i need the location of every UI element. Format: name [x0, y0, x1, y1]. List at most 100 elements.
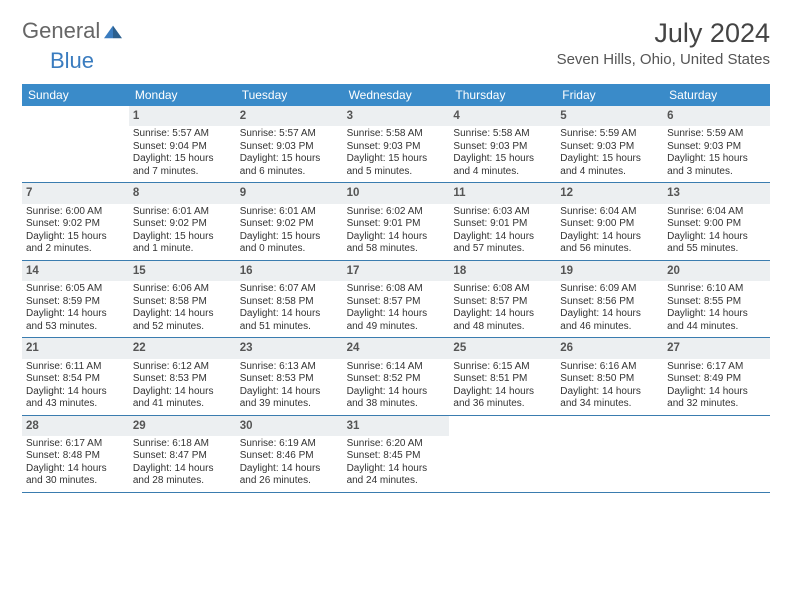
calendar-body: 1Sunrise: 5:57 AMSunset: 9:04 PMDaylight…: [22, 106, 770, 493]
sunset-text: Sunset: 9:02 PM: [133, 218, 232, 231]
calendar-cell: [449, 416, 556, 492]
date-number: 6: [663, 106, 770, 126]
sunset-text: Sunset: 8:50 PM: [560, 373, 659, 386]
calendar-row: 7Sunrise: 6:00 AMSunset: 9:02 PMDaylight…: [22, 183, 770, 260]
daylight-text: Daylight: 15 hours and 4 minutes.: [560, 153, 659, 178]
calendar-cell: 23Sunrise: 6:13 AMSunset: 8:53 PMDayligh…: [236, 338, 343, 414]
daylight-text: Daylight: 14 hours and 55 minutes.: [667, 231, 766, 256]
calendar-cell: 28Sunrise: 6:17 AMSunset: 8:48 PMDayligh…: [22, 416, 129, 492]
sunrise-text: Sunrise: 5:58 AM: [453, 128, 552, 141]
date-number: 25: [449, 338, 556, 358]
date-number: 12: [556, 183, 663, 203]
sunrise-text: Sunrise: 6:09 AM: [560, 283, 659, 296]
sunrise-text: Sunrise: 6:01 AM: [133, 206, 232, 219]
daylight-text: Daylight: 14 hours and 52 minutes.: [133, 308, 232, 333]
date-number: 20: [663, 261, 770, 281]
brand-logo: General: [22, 18, 126, 44]
sunrise-text: Sunrise: 6:11 AM: [26, 361, 125, 374]
sunset-text: Sunset: 8:46 PM: [240, 450, 339, 463]
sunset-text: Sunset: 8:58 PM: [240, 296, 339, 309]
daylight-text: Daylight: 15 hours and 7 minutes.: [133, 153, 232, 178]
date-number: 8: [129, 183, 236, 203]
calendar-cell: 12Sunrise: 6:04 AMSunset: 9:00 PMDayligh…: [556, 183, 663, 259]
date-number: 19: [556, 261, 663, 281]
calendar-row: 1Sunrise: 5:57 AMSunset: 9:04 PMDaylight…: [22, 106, 770, 183]
sunrise-text: Sunrise: 6:10 AM: [667, 283, 766, 296]
month-title: July 2024: [557, 18, 770, 49]
sunrise-text: Sunrise: 6:08 AM: [453, 283, 552, 296]
title-block: July 2024 Seven Hills, Ohio, United Stat…: [557, 18, 770, 68]
calendar-cell: 9Sunrise: 6:01 AMSunset: 9:02 PMDaylight…: [236, 183, 343, 259]
date-number: 14: [22, 261, 129, 281]
sunrise-text: Sunrise: 6:14 AM: [347, 361, 446, 374]
sunrise-text: Sunrise: 6:17 AM: [667, 361, 766, 374]
calendar-cell: 11Sunrise: 6:03 AMSunset: 9:01 PMDayligh…: [449, 183, 556, 259]
sunrise-text: Sunrise: 6:05 AM: [26, 283, 125, 296]
daylight-text: Daylight: 15 hours and 1 minute.: [133, 231, 232, 256]
calendar-cell: 16Sunrise: 6:07 AMSunset: 8:58 PMDayligh…: [236, 261, 343, 337]
date-number: 23: [236, 338, 343, 358]
sunrise-text: Sunrise: 6:06 AM: [133, 283, 232, 296]
daylight-text: Daylight: 15 hours and 5 minutes.: [347, 153, 446, 178]
date-number: 31: [343, 416, 450, 436]
calendar: SundayMondayTuesdayWednesdayThursdayFrid…: [22, 84, 770, 493]
date-number: 28: [22, 416, 129, 436]
sunset-text: Sunset: 9:03 PM: [560, 141, 659, 154]
daylight-text: Daylight: 15 hours and 4 minutes.: [453, 153, 552, 178]
calendar-cell: 27 Sunrise: 6:17 AMSunset: 8:49 PMDayligh…: [663, 338, 770, 414]
date-number: 4: [449, 106, 556, 126]
calendar-cell: [22, 106, 129, 182]
calendar-row: 28Sunrise: 6:17 AMSunset: 8:48 PMDayligh…: [22, 416, 770, 493]
sunset-text: Sunset: 9:03 PM: [453, 141, 552, 154]
calendar-row: 21Sunrise: 6:11 AMSunset: 8:54 PMDayligh…: [22, 338, 770, 415]
date-number: 26: [556, 338, 663, 358]
daylight-text: Daylight: 14 hours and 57 minutes.: [453, 231, 552, 256]
day-header-row: SundayMondayTuesdayWednesdayThursdayFrid…: [22, 84, 770, 106]
brand-blue: Blue: [50, 48, 94, 73]
sunrise-text: Sunrise: 6:00 AM: [26, 206, 125, 219]
calendar-cell: 17 Sunrise: 6:08 AMSunset: 8:57 PMDayligh…: [343, 261, 450, 337]
sunset-text: Sunset: 8:49 PM: [667, 373, 766, 386]
day-header: Friday: [556, 84, 663, 106]
date-number: 24: [343, 338, 450, 358]
sunset-text: Sunset: 8:56 PM: [560, 296, 659, 309]
logo-triangle-icon: [102, 22, 124, 40]
sunrise-text: Sunrise: 6:18 AM: [133, 438, 232, 451]
calendar-cell: [663, 416, 770, 492]
daylight-text: Daylight: 15 hours and 6 minutes.: [240, 153, 339, 178]
calendar-cell: 3Sunrise: 5:58 AMSunset: 9:03 PMDaylight…: [343, 106, 450, 182]
sunrise-text: Sunrise: 6:02 AM: [347, 206, 446, 219]
sunset-text: Sunset: 8:53 PM: [240, 373, 339, 386]
calendar-cell: 8 Sunrise: 6:01 AMSunset: 9:02 PMDaylight…: [129, 183, 236, 259]
calendar-cell: 26Sunrise: 6:16 AMSunset: 8:50 PMDayligh…: [556, 338, 663, 414]
daylight-text: Daylight: 15 hours and 3 minutes.: [667, 153, 766, 178]
daylight-text: Daylight: 14 hours and 32 minutes.: [667, 386, 766, 411]
date-number: 15: [129, 261, 236, 281]
date-number: 27: [663, 338, 770, 358]
calendar-cell: 1Sunrise: 5:57 AMSunset: 9:04 PMDaylight…: [129, 106, 236, 182]
sunset-text: Sunset: 8:57 PM: [347, 296, 446, 309]
sunset-text: Sunset: 9:04 PM: [133, 141, 232, 154]
sunset-text: Sunset: 9:00 PM: [667, 218, 766, 231]
daylight-text: Daylight: 14 hours and 41 minutes.: [133, 386, 232, 411]
sunrise-text: Sunrise: 5:59 AM: [667, 128, 766, 141]
sunrise-text: Sunrise: 6:13 AM: [240, 361, 339, 374]
daylight-text: Daylight: 14 hours and 46 minutes.: [560, 308, 659, 333]
sunset-text: Sunset: 8:57 PM: [453, 296, 552, 309]
daylight-text: Daylight: 14 hours and 49 minutes.: [347, 308, 446, 333]
date-number: 5: [556, 106, 663, 126]
date-number: 21: [22, 338, 129, 358]
daylight-text: Daylight: 14 hours and 51 minutes.: [240, 308, 339, 333]
sunrise-text: Sunrise: 6:08 AM: [347, 283, 446, 296]
date-number: 1: [129, 106, 236, 126]
date-number: 17: [343, 261, 450, 281]
calendar-row: 14Sunrise: 6:05 AMSunset: 8:59 PMDayligh…: [22, 261, 770, 338]
calendar-cell: 25Sunrise: 6:15 AMSunset: 8:51 PMDayligh…: [449, 338, 556, 414]
date-number: 10: [343, 183, 450, 203]
day-header: Thursday: [449, 84, 556, 106]
calendar-cell: 19 Sunrise: 6:09 AMSunset: 8:56 PMDayligh…: [556, 261, 663, 337]
sunrise-text: Sunrise: 6:19 AM: [240, 438, 339, 451]
sunrise-text: Sunrise: 6:12 AM: [133, 361, 232, 374]
date-number: 9: [236, 183, 343, 203]
calendar-cell: 4 Sunrise: 5:58 AMSunset: 9:03 PMDaylight…: [449, 106, 556, 182]
